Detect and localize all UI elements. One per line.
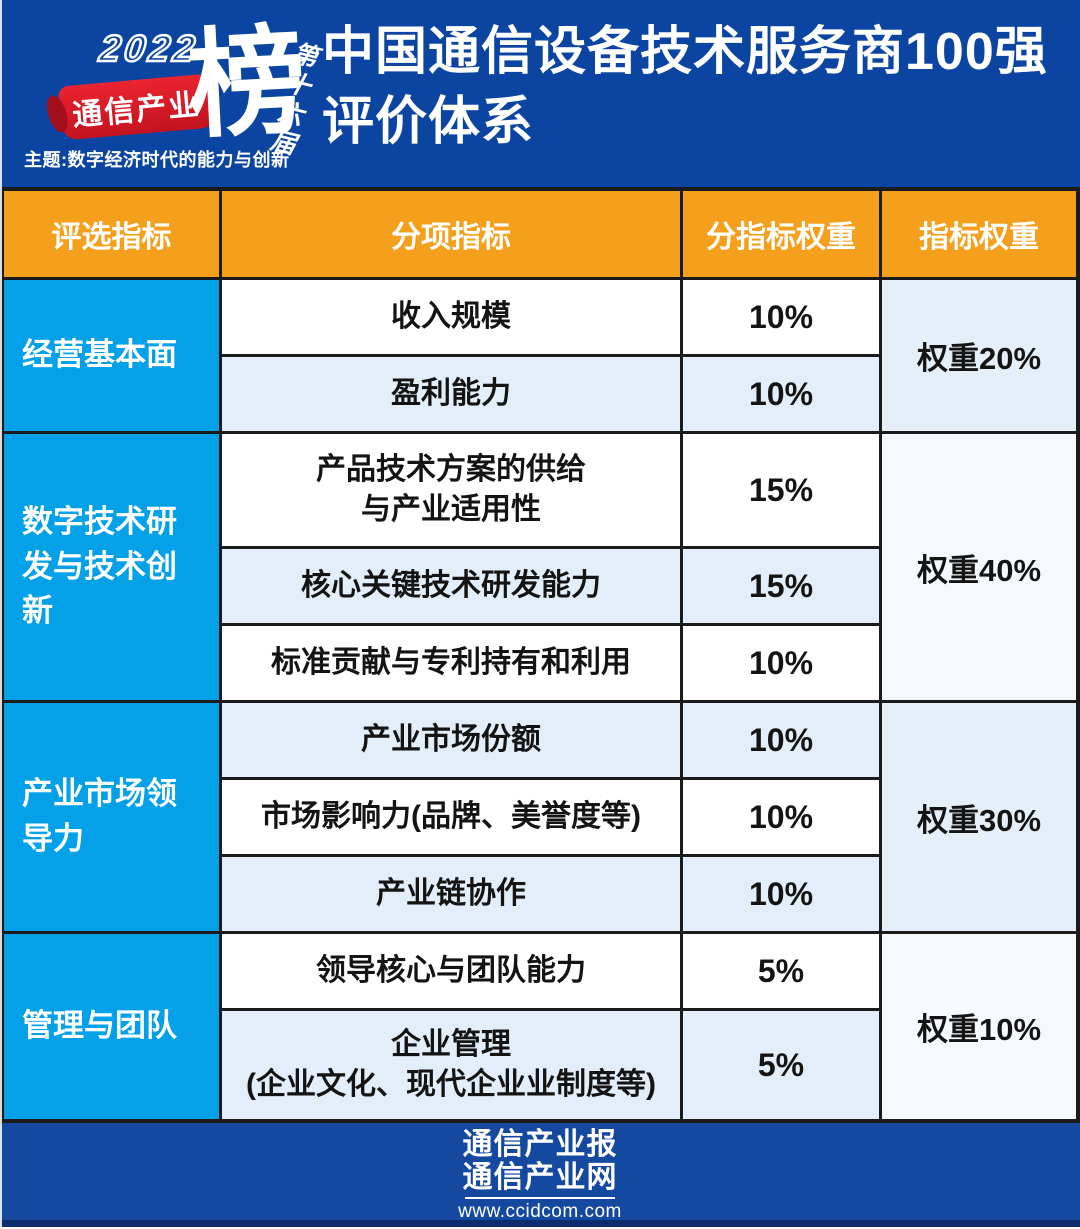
sub-indicator-cell: 产业市场份额 bbox=[222, 703, 680, 777]
event-logo: 2022 通信产业 榜 第十六届 主题:数字经济时代的能力与创新 bbox=[22, 10, 321, 178]
sub-indicator-cell: 领导核心与团队能力 bbox=[222, 934, 680, 1008]
group-weight-cell: 权重40% bbox=[882, 434, 1076, 700]
sub-weight-cell: 5% bbox=[683, 1011, 879, 1119]
sub-indicator-cell: 核心关键技术研发能力 bbox=[222, 549, 680, 623]
group-weight-cell: 权重10% bbox=[882, 934, 1076, 1119]
sub-weight-cell: 10% bbox=[683, 857, 879, 931]
column-header-weight: 指标权重 bbox=[882, 191, 1076, 277]
footer-divider bbox=[465, 1197, 615, 1199]
sub-indicator-cell: 产业链协作 bbox=[222, 857, 680, 931]
page-title: 中国通信设备技术服务商100强 评价体系 bbox=[322, 17, 1048, 157]
sub-indicator-cell: 企业管理 (企业文化、现代企业业制度等) bbox=[222, 1011, 680, 1119]
left-white-edge bbox=[0, 0, 2, 1229]
sub-weight-cell: 10% bbox=[683, 280, 879, 354]
bottom-white-edge bbox=[0, 1227, 1080, 1229]
page-title-line1: 中国通信设备技术服务商100强 bbox=[322, 23, 1048, 81]
group-weight-cell: 权重30% bbox=[882, 703, 1076, 931]
column-header-sub-indicator: 分项指标 bbox=[222, 191, 680, 277]
category-cell: 产业市场领导力 bbox=[4, 703, 219, 931]
sub-weight-cell: 10% bbox=[683, 626, 879, 700]
sub-indicator-cell: 收入规模 bbox=[222, 280, 680, 354]
sub-weight-cell: 10% bbox=[683, 357, 879, 431]
footer-publication-name: 通信产业报 bbox=[462, 1128, 618, 1161]
bottom-dark-stripe bbox=[0, 1220, 1080, 1227]
evaluation-table: 评选指标 分项指标 分指标权重 指标权重 经营基本面 收入规模 10% 盈利能力… bbox=[0, 187, 1080, 1123]
header-band: 2022 通信产业 榜 第十六届 主题:数字经济时代的能力与创新 中国通信设备技… bbox=[0, 0, 1080, 187]
logo-theme-text: 主题:数字经济时代的能力与创新 bbox=[24, 150, 290, 170]
sub-weight-cell: 15% bbox=[683, 549, 879, 623]
column-header-category: 评选指标 bbox=[4, 191, 219, 277]
footer-website-name: 通信产业网 bbox=[462, 1161, 618, 1194]
sub-indicator-cell: 标准贡献与专利持有和利用 bbox=[222, 626, 680, 700]
group-weight-cell: 权重20% bbox=[882, 280, 1076, 431]
column-header-sub-weight: 分指标权重 bbox=[683, 191, 879, 277]
sub-indicator-cell: 产品技术方案的供给 与产业适用性 bbox=[222, 434, 680, 546]
sub-indicator-cell: 市场影响力(品牌、美誉度等) bbox=[222, 780, 680, 854]
logo-bang-character: 榜 bbox=[184, 10, 310, 155]
page-title-line2: 评价体系 bbox=[322, 93, 535, 151]
sub-weight-cell: 10% bbox=[683, 703, 879, 777]
sub-weight-cell: 5% bbox=[683, 934, 879, 1008]
footer-band: 通信产业报 通信产业网 www.ccidcom.com bbox=[0, 1123, 1080, 1229]
footer-url: www.ccidcom.com bbox=[458, 1201, 622, 1222]
category-cell: 数字技术研发与技术创新 bbox=[4, 434, 219, 700]
logo-brand-text: 通信产业 bbox=[71, 88, 202, 133]
category-cell: 经营基本面 bbox=[4, 280, 219, 431]
sub-weight-cell: 15% bbox=[683, 434, 879, 546]
sub-indicator-cell: 盈利能力 bbox=[222, 357, 680, 431]
category-cell: 管理与团队 bbox=[4, 934, 219, 1119]
sub-weight-cell: 10% bbox=[683, 780, 879, 854]
